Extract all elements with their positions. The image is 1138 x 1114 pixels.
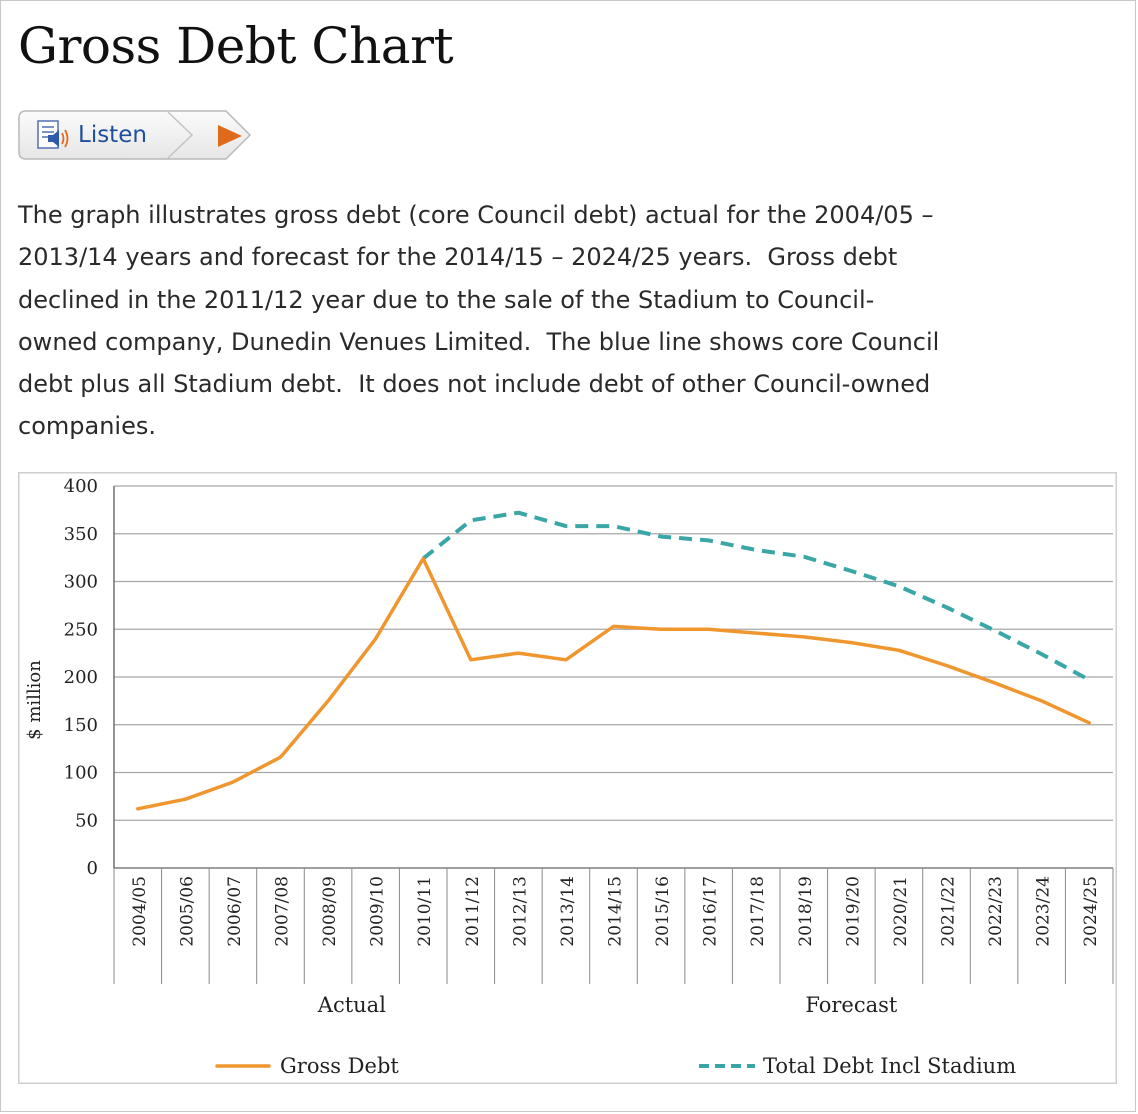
x-tick-label: 2012/13 bbox=[510, 876, 530, 947]
x-tick-label: 2004/05 bbox=[130, 876, 150, 947]
x-tick-label: 2022/23 bbox=[986, 876, 1006, 947]
x-tick-label: 2020/21 bbox=[891, 876, 911, 947]
x-tick-label: 2015/16 bbox=[653, 876, 673, 947]
legend-label: Gross Debt bbox=[280, 1054, 399, 1078]
gross-debt-chart: 0 50 100 150 200 250 300 350 400 2004/05 2005/06 20… bbox=[18, 472, 1117, 1084]
listen-button[interactable]: Listen bbox=[18, 110, 252, 160]
x-tick-label: 2008/09 bbox=[320, 876, 340, 947]
y-tick-label: 150 bbox=[64, 715, 98, 736]
listen-label: Listen bbox=[78, 122, 147, 148]
y-tick-label: 200 bbox=[64, 667, 98, 688]
y-tick-label: 350 bbox=[64, 524, 98, 545]
x-tick-label: 2017/18 bbox=[748, 876, 768, 947]
chart-container: 0 50 100 150 200 250 300 350 400 2004/05 2005/06 20… bbox=[18, 472, 1117, 1084]
x-tick-label: 2019/20 bbox=[843, 876, 863, 947]
x-tick-label: 2018/19 bbox=[796, 876, 816, 947]
y-tick-label: 400 bbox=[64, 476, 98, 497]
chart-border bbox=[18, 472, 1117, 1084]
y-tick-label: 300 bbox=[64, 572, 98, 593]
x-tick-label: 2013/14 bbox=[558, 876, 578, 947]
y-tick-label: 250 bbox=[64, 619, 98, 640]
y-tick-label: 100 bbox=[64, 763, 98, 784]
page-title: Gross Debt Chart bbox=[18, 17, 454, 75]
x-tick-label: 2007/08 bbox=[273, 876, 293, 947]
x-tick-label: 2021/22 bbox=[939, 876, 959, 947]
y-tick-label: 50 bbox=[75, 810, 98, 831]
x-tick-label: 2009/10 bbox=[368, 876, 388, 947]
x-tick-label: 2006/07 bbox=[225, 876, 245, 947]
y-axis-title: $ million bbox=[24, 660, 45, 740]
play-icon[interactable] bbox=[216, 124, 244, 148]
document-speaker-icon bbox=[37, 120, 71, 150]
x-tick-label: 2010/11 bbox=[415, 876, 435, 947]
x-tick-label: 2014/15 bbox=[606, 876, 626, 947]
listen-button-shape bbox=[18, 110, 252, 160]
y-tick-label: 0 bbox=[87, 858, 98, 879]
x-tick-label: 2016/17 bbox=[701, 876, 721, 947]
x-tick-label: 2024/25 bbox=[1081, 876, 1101, 947]
legend-label: Total Debt Incl Stadium bbox=[763, 1054, 1016, 1078]
x-tick-label: 2005/06 bbox=[177, 876, 197, 947]
x-tick-label: 2023/24 bbox=[1034, 876, 1054, 947]
gross-debt-line bbox=[136, 556, 1091, 811]
x-tick-label: 2011/12 bbox=[463, 876, 483, 947]
x-group-label: Actual bbox=[317, 993, 386, 1017]
x-group-label: Forecast bbox=[805, 993, 898, 1017]
description-paragraph: The graph illustrates gross debt (core C… bbox=[18, 201, 940, 441]
